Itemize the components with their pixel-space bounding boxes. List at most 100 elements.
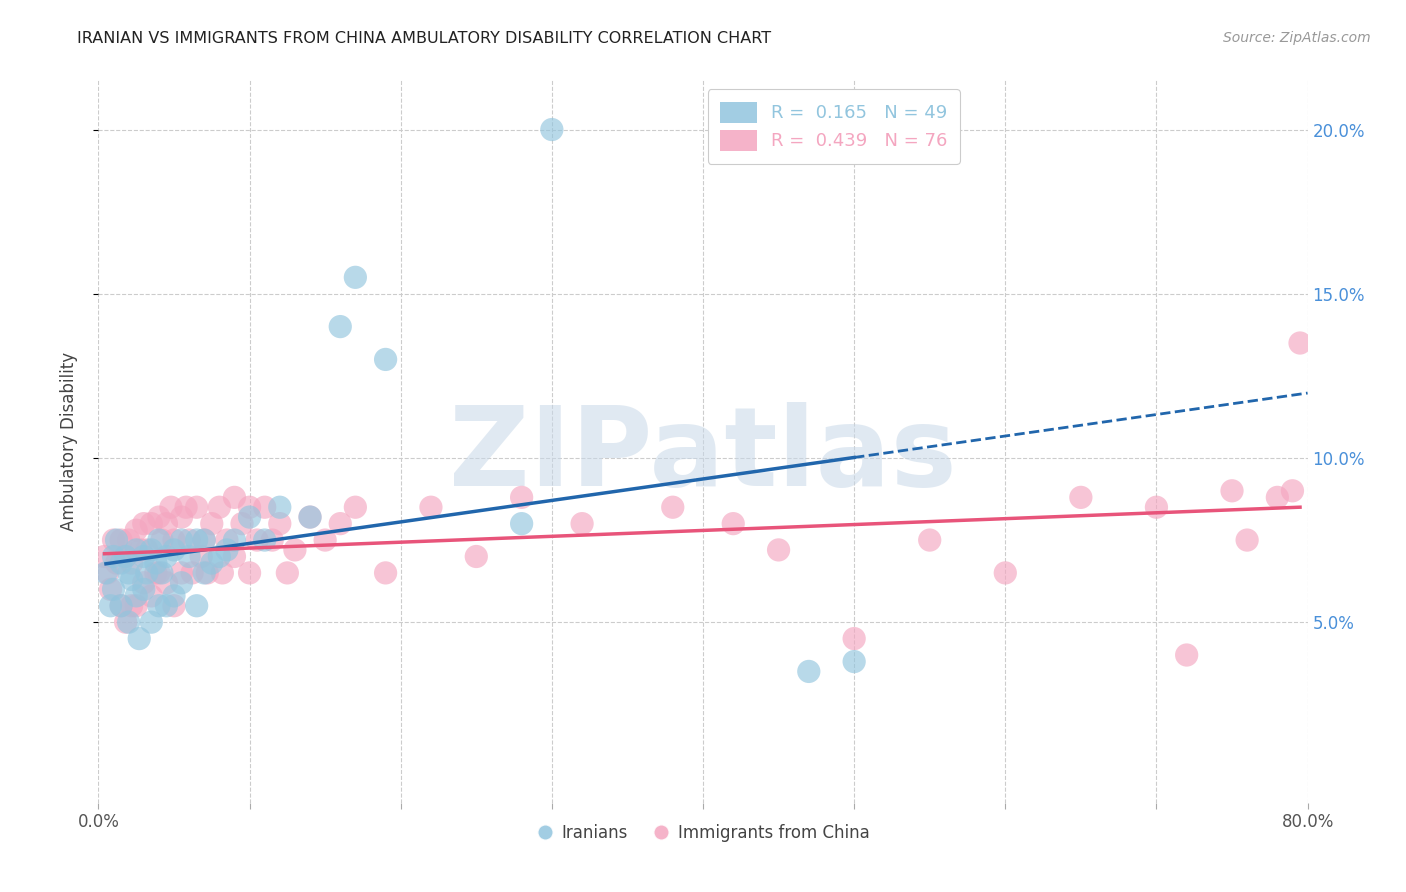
- Point: [344, 270, 367, 285]
- Point: [103, 533, 125, 547]
- Point: [420, 500, 443, 515]
- Point: [329, 516, 352, 531]
- Point: [148, 599, 170, 613]
- Point: [141, 516, 163, 531]
- Point: [179, 549, 201, 564]
- Point: [125, 523, 148, 537]
- Point: [148, 510, 170, 524]
- Point: [114, 549, 136, 564]
- Point: [129, 542, 152, 557]
- Point: [344, 500, 367, 515]
- Point: [193, 566, 215, 580]
- Point: [224, 533, 246, 547]
- Point: [571, 516, 593, 531]
- Point: [163, 533, 186, 547]
- Point: [181, 566, 204, 580]
- Point: [918, 533, 941, 547]
- Point: [374, 566, 396, 580]
- Point: [723, 516, 745, 531]
- Text: IRANIAN VS IMMIGRANTS FROM CHINA AMBULATORY DISABILITY CORRELATION CHART: IRANIAN VS IMMIGRANTS FROM CHINA AMBULAT…: [77, 31, 772, 46]
- Y-axis label: Ambulatory Disability: Ambulatory Disability: [59, 352, 77, 531]
- Point: [465, 549, 488, 564]
- Point: [160, 500, 183, 515]
- Point: [145, 566, 167, 580]
- Point: [110, 533, 132, 547]
- Point: [132, 575, 155, 590]
- Point: [661, 500, 683, 515]
- Point: [170, 510, 193, 524]
- Point: [1144, 500, 1167, 515]
- Point: [148, 533, 170, 547]
- Point: [110, 599, 132, 613]
- Point: [135, 566, 157, 580]
- Point: [100, 599, 122, 613]
- Point: [121, 599, 143, 613]
- Point: [510, 516, 533, 531]
- Point: [118, 566, 141, 580]
- Point: [118, 533, 141, 547]
- Point: [170, 575, 193, 590]
- Legend: Iranians, Immigrants from China: Iranians, Immigrants from China: [530, 817, 876, 848]
- Point: [186, 599, 208, 613]
- Point: [201, 556, 224, 570]
- Point: [299, 510, 322, 524]
- Point: [150, 566, 173, 580]
- Point: [105, 533, 128, 547]
- Point: [132, 549, 155, 564]
- Point: [141, 542, 163, 557]
- Point: [114, 549, 136, 564]
- Point: [193, 533, 215, 547]
- Point: [768, 542, 790, 557]
- Point: [540, 122, 562, 136]
- Point: [155, 549, 177, 564]
- Point: [215, 542, 238, 557]
- Point: [1220, 483, 1243, 498]
- Point: [844, 632, 866, 646]
- Point: [314, 533, 336, 547]
- Point: [132, 582, 155, 597]
- Point: [186, 500, 208, 515]
- Point: [141, 589, 163, 603]
- Point: [1289, 336, 1312, 351]
- Point: [208, 549, 231, 564]
- Text: Source: ZipAtlas.com: Source: ZipAtlas.com: [1223, 31, 1371, 45]
- Point: [114, 615, 136, 630]
- Point: [118, 615, 141, 630]
- Point: [211, 566, 233, 580]
- Point: [170, 533, 193, 547]
- Point: [224, 549, 246, 564]
- Point: [231, 516, 253, 531]
- Point: [269, 516, 291, 531]
- Point: [1175, 648, 1198, 662]
- Point: [110, 556, 132, 570]
- Point: [299, 510, 322, 524]
- Point: [145, 556, 167, 570]
- Point: [276, 566, 298, 580]
- Point: [135, 542, 157, 557]
- Point: [125, 599, 148, 613]
- Point: [170, 566, 193, 580]
- Point: [186, 533, 208, 547]
- Point: [121, 556, 143, 570]
- Point: [150, 533, 173, 547]
- Point: [1281, 483, 1303, 498]
- Point: [110, 599, 132, 613]
- Point: [148, 566, 170, 580]
- Text: ZIPatlas: ZIPatlas: [449, 402, 957, 509]
- Point: [329, 319, 352, 334]
- Point: [163, 589, 186, 603]
- Point: [239, 510, 262, 524]
- Point: [253, 533, 276, 547]
- Point: [125, 589, 148, 603]
- Point: [103, 582, 125, 597]
- Point: [96, 566, 118, 580]
- Point: [155, 516, 177, 531]
- Point: [174, 500, 197, 515]
- Point: [844, 655, 866, 669]
- Point: [193, 533, 215, 547]
- Point: [100, 582, 122, 597]
- Point: [797, 665, 820, 679]
- Point: [125, 542, 148, 557]
- Point: [262, 533, 284, 547]
- Point: [374, 352, 396, 367]
